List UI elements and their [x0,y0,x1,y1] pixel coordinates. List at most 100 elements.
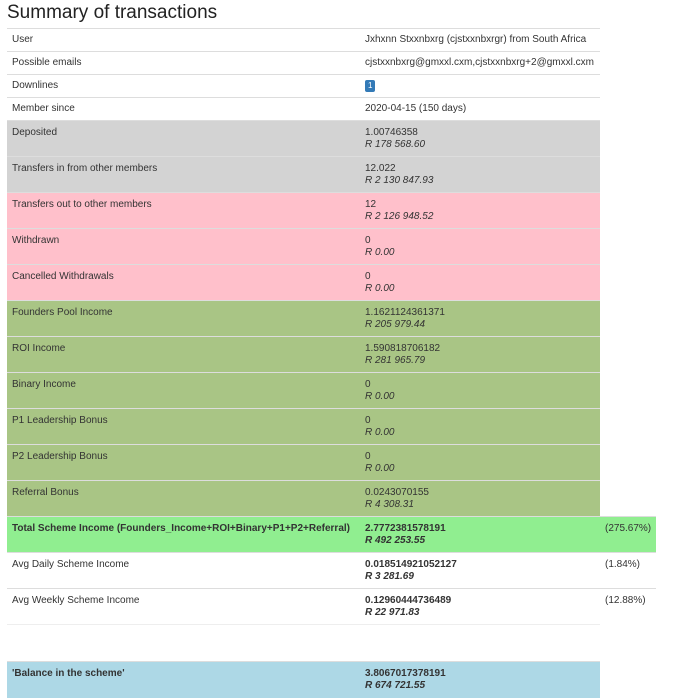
cell [600,301,656,337]
row: Transfers in from other members 12.022 R 2… [7,156,656,193]
cell [600,625,656,662]
amount: R 178 568.60 [365,139,426,150]
row-label: Transfers out to other members [7,192,360,229]
amount: R 0.00 [365,427,395,438]
cell [600,98,656,121]
cell [600,373,656,409]
value: Jxhxnn Stxxnbxrg (cjstxxnbxrgr) from Sou… [365,34,587,45]
row-label: P1 Leadership Bonus [7,408,360,445]
row-value: 1.00746358 R 178 568.60 [360,120,600,157]
cell [600,75,656,98]
cell [600,337,656,373]
value: 2020-04-15 (150 days) [365,103,467,114]
cell [600,157,656,193]
row-label: Transfers in from other members [7,156,360,193]
row-value: 0.12960444736489 R 22 971.83 [360,588,600,625]
row-label: Avg Weekly Scheme Income [7,588,360,625]
row: Transfers out to other members 12 R 2 126 … [7,192,656,229]
cell [600,409,656,445]
row-value: 2020-04-15 (150 days) [360,97,600,121]
amount: R 0.00 [365,247,395,258]
row: Deposited 1.00746358 R 178 568.60 [7,120,656,157]
row-label: Founders Pool Income [7,300,360,337]
cell [600,265,656,301]
row: Avg Daily Scheme Income 0.018514921052127… [7,552,656,589]
amount: R 492 253.55 [365,535,426,546]
amount: R 205 979.44 [365,319,426,330]
row-label: Possible emails [7,51,360,75]
row-value: 1 [360,74,600,98]
row-value: cjstxxnbxrg@gmxxl.cxm,cjstxxnbxrg+2@gmxx… [360,51,600,75]
amount: R 4 308.31 [365,499,414,510]
amount: R 0.00 [365,391,395,402]
percent: (1.84%) [600,552,656,589]
value: 0.018514921052127 [365,559,457,570]
value: 0 [365,271,371,282]
row-value: 0.018514921052127 R 3 281.69 [360,552,600,589]
percent: (275.67%) [600,516,656,553]
row-label: ROI Income [7,336,360,373]
cell [600,52,656,75]
value: 0 [365,451,371,462]
row-label: Downlines [7,74,360,98]
amount: R 2 130 847.93 [365,175,434,186]
row: Cancelled Withdrawals 0 R 0.00 [7,264,656,301]
row: User Jxhxnn Stxxnbxrg (cjstxxnbxrgr) from… [7,28,656,52]
row-value: 2.7772381578191 R 492 253.55 [360,516,600,553]
value: 0 [365,415,371,426]
row-value: 3.8067017378191 R 674 721.55 [360,661,600,698]
row-value: 1.590818706182 R 281 965.79 [360,336,600,373]
row: Withdrawn 0 R 0.00 [7,228,656,265]
cell [600,229,656,265]
row-label: 'Balance in the scheme' [7,661,360,698]
row-label: P2 Leadership Bonus [7,444,360,481]
row-label: Withdrawn [7,228,360,265]
badge: 1 [365,80,376,92]
row: P2 Leadership Bonus 0 R 0.00 [7,444,656,481]
percent: (12.88%) [600,588,656,625]
amount: R 22 971.83 [365,607,420,618]
amount: R 0.00 [365,463,395,474]
row-value: Jxhxnn Stxxnbxrg (cjstxxnbxrgr) from Sou… [360,28,600,52]
value: 2.7772381578191 [365,523,446,534]
cell [600,662,656,698]
row: Referral Bonus 0.0243070155 R 4 308.31 [7,480,656,517]
summary-table: User Jxhxnn Stxxnbxrg (cjstxxnbxrgr) from… [7,28,656,698]
row-label: Deposited [7,120,360,157]
row-value: 12.022 R 2 130 847.93 [360,156,600,193]
amount: R 281 965.79 [365,355,426,366]
cell [600,193,656,229]
row: Possible emails cjstxxnbxrg@gmxxl.cxm,cjs… [7,51,656,75]
row: P1 Leadership Bonus 0 R 0.00 [7,408,656,445]
spacer-row [7,624,656,662]
row: Binary Income 0 R 0.00 [7,372,656,409]
title: Summary of transactions [7,2,218,23]
cell [600,445,656,481]
row: Member since 2020-04-15 (150 days) [7,97,656,121]
cell [360,624,600,662]
amount: R 674 721.55 [365,680,426,691]
amount: R 3 281.69 [365,571,414,582]
value: 12.022 [365,163,396,174]
value: 0 [365,379,371,390]
value: 0.12960444736489 [365,595,452,606]
row-value: 0.0243070155 R 4 308.31 [360,480,600,517]
value: 3.8067017378191 [365,668,446,679]
amount: R 2 126 948.52 [365,211,434,222]
row: Downlines 1 [7,74,656,98]
row: Total Scheme Income (Founders_Income+ROI… [7,516,656,553]
cell [600,29,656,52]
value: 1.590818706182 [365,343,441,354]
row: Founders Pool Income 1.1621124361371 R 205… [7,300,656,337]
row-value: 1.1621124361371 R 205 979.44 [360,300,600,337]
row-label: Member since [7,97,360,121]
value: cjstxxnbxrg@gmxxl.cxm,cjstxxnbxrg+2@gmxx… [365,57,594,68]
cell [7,624,360,662]
row-label: User [7,28,360,52]
value: 1.00746358 [365,127,418,138]
row: ROI Income 1.590818706182 R 281 965.79 [7,336,656,373]
amount: R 0.00 [365,283,395,294]
